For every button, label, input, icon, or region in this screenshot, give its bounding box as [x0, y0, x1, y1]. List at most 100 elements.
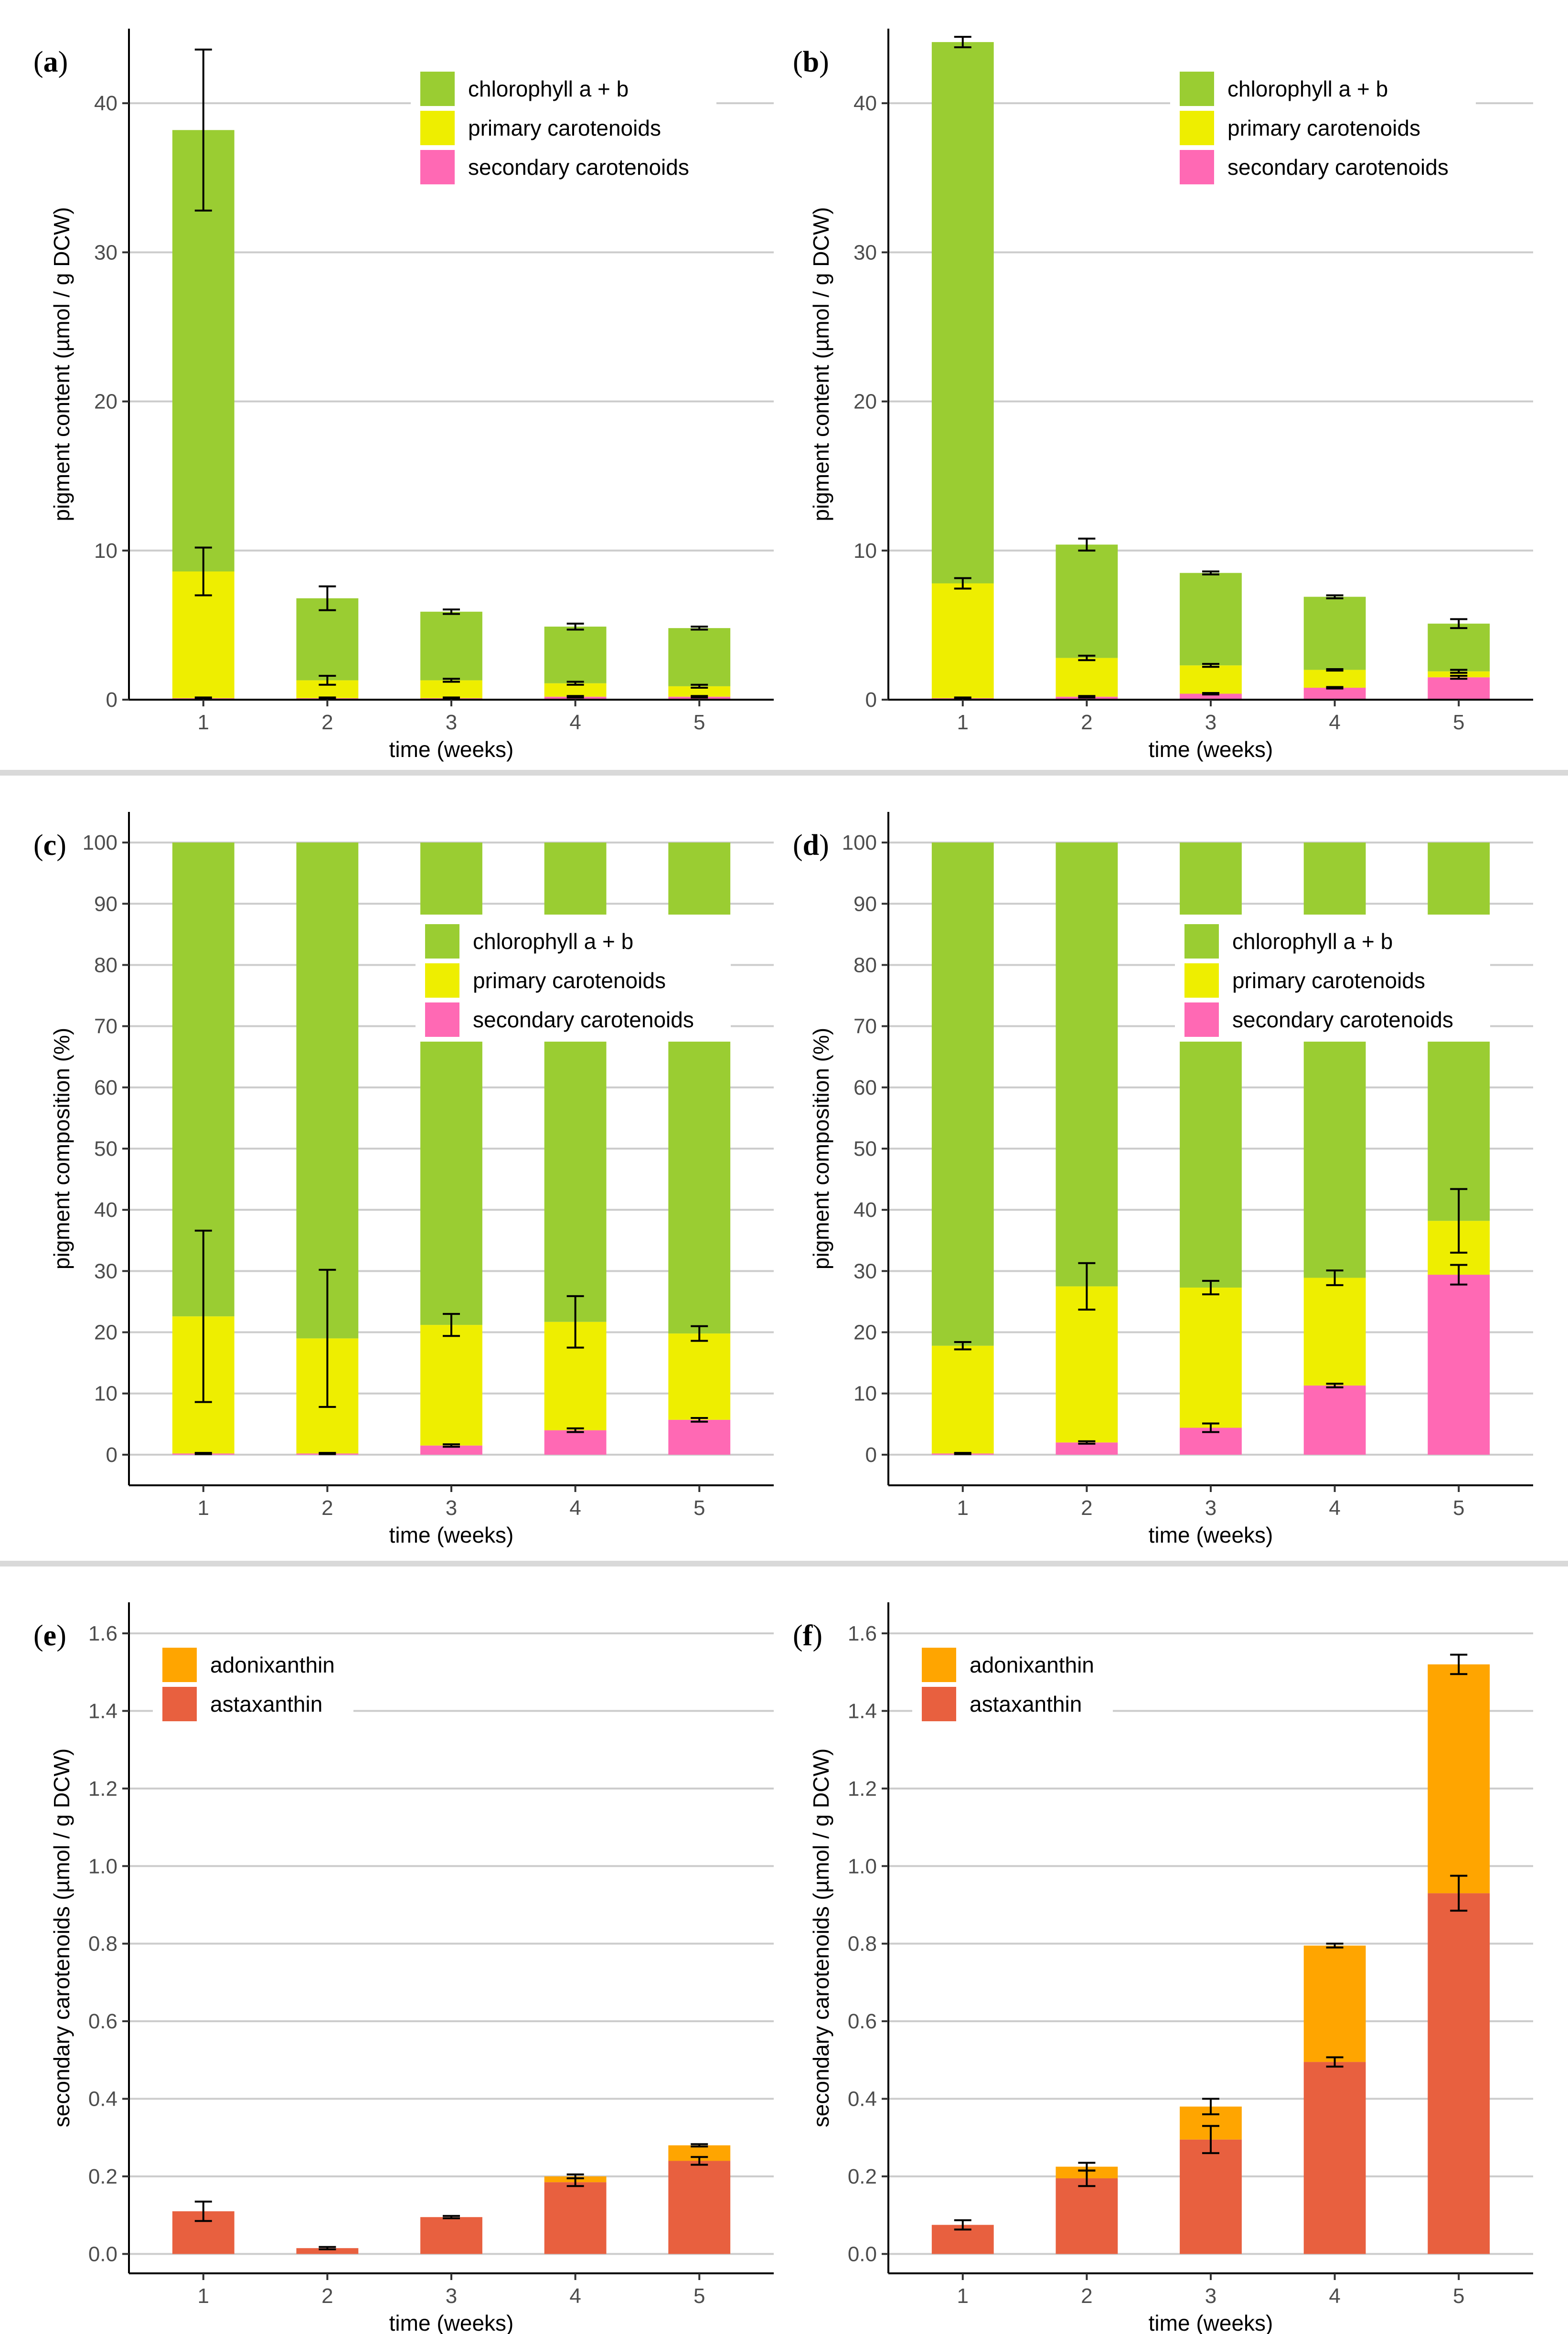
y-tick-label-c-30: 30	[94, 1259, 117, 1283]
legend-background	[416, 915, 731, 1042]
errorbar-b-primary-week-5	[1450, 669, 1468, 674]
y-tick-label-c-50: 50	[94, 1137, 117, 1161]
errorbar-a-primary-week-3	[443, 678, 460, 683]
errorbar-f-astaxanthin-week-4	[1326, 2056, 1344, 2068]
chart-panel-e: 0.0 0.2 0.4 0.6 0.8 1.0 1.2 1.4 1.6 1 2 3 4 5 time (we…	[33, 1602, 774, 2334]
bar-b-primary-week-1	[931, 583, 994, 698]
errorbar-c-secondary-week-3	[443, 1443, 460, 1448]
bar-e-astaxanthin-week-2	[296, 2248, 359, 2254]
errorbar-a-secondary-week-4	[566, 695, 584, 699]
x-tick-label-c-2: 2	[321, 1496, 333, 1520]
x-tick-label-c-3: 3	[446, 1496, 457, 1520]
bar-e-astaxanthin-week-5	[668, 2161, 731, 2254]
bar-d-primary-week-2	[1056, 1286, 1118, 1443]
y-tick-label-a-0: 0	[106, 688, 117, 712]
bar-d-primary-week-3	[1180, 1287, 1242, 1428]
y-tick-label-a-40: 40	[94, 92, 117, 115]
y-axis-title-d: pigment composition (%)	[809, 1028, 833, 1269]
y-tick-label-f-0.4: 0.4	[848, 2088, 877, 2111]
panel-label-d: (d)	[793, 829, 829, 862]
legend-b: chlorophyll a + b primary carotenoids seco…	[1170, 62, 1476, 189]
legend-swatch-primary	[1184, 963, 1219, 998]
bar-d-secondary-week-5	[1428, 1275, 1490, 1455]
legend-background	[1170, 62, 1476, 189]
y-tick-label-f-1.4: 1.4	[848, 1699, 877, 1723]
chart-panel-c: 0 10 20 30 40 50 60 70 80 90 100 1 2 3 4 5 time (weeks) p…	[33, 812, 774, 1547]
separator-top	[0, 770, 1568, 776]
legend-swatch-secondary	[1180, 150, 1214, 184]
errorbar-e-astaxanthin-week-5	[691, 2156, 708, 2166]
legend-label-chlorophyll: chlorophyll a + b	[473, 929, 633, 954]
x-tick-label-b-2: 2	[1081, 711, 1092, 734]
chart-panel-d: 0 10 20 30 40 50 60 70 80 90 100 1 2 3 4 5 time (weeks) p…	[793, 812, 1533, 1547]
x-tick-label-e-4: 4	[569, 2284, 581, 2308]
errorbar-a-primary-week-2	[319, 675, 336, 686]
errorbar-b-chlorophyll-week-1	[954, 36, 971, 49]
errorbar-d-primary-week-1	[954, 1341, 971, 1351]
x-tick-label-f-5: 5	[1453, 2284, 1464, 2308]
legend-swatch-secondary	[425, 1002, 459, 1037]
errorbar-b-primary-week-3	[1202, 663, 1219, 668]
legend-label-chlorophyll: chlorophyll a + b	[1232, 929, 1393, 954]
y-tick-label-f-0.6: 0.6	[848, 2010, 877, 2033]
y-tick-label-d-30: 30	[853, 1259, 877, 1283]
y-tick-label-f-1.0: 1.0	[848, 1854, 877, 1878]
bar-b-chlorophyll-week-2	[1056, 544, 1118, 658]
errorbar-c-secondary-week-5	[691, 1417, 708, 1423]
legend-e: adonixanthin astaxanthin	[153, 1638, 353, 1726]
y-tick-label-a-20: 20	[94, 390, 117, 414]
y-tick-label-d-40: 40	[853, 1198, 877, 1222]
x-tick-label-d-5: 5	[1453, 1496, 1464, 1520]
bar-f-astaxanthin-week-3	[1180, 2139, 1242, 2254]
bar-c-chlorophyll-week-4	[544, 842, 607, 1322]
legend-label-adonixanthin: adonixanthin	[970, 1652, 1094, 1677]
bar-d-secondary-week-4	[1303, 1385, 1366, 1455]
legend-swatch-chlorophyll	[425, 924, 459, 959]
y-tick-label-c-60: 60	[94, 1076, 117, 1099]
bar-f-adonixanthin-week-5	[1428, 1664, 1490, 1894]
y-tick-label-e-1.0: 1.0	[88, 1854, 117, 1878]
bar-b-chlorophyll-week-1	[931, 42, 994, 584]
bar-e-astaxanthin-week-3	[420, 2217, 482, 2254]
x-tick-label-a-5: 5	[693, 711, 705, 734]
y-tick-label-c-90: 90	[94, 892, 117, 916]
y-tick-label-e-1.4: 1.4	[88, 1699, 117, 1723]
errorbar-b-secondary-week-4	[1326, 686, 1344, 690]
errorbar-c-secondary-week-4	[566, 1427, 584, 1433]
bar-b-secondary-week-4	[1303, 688, 1366, 700]
errorbar-f-adonixanthin-week-2	[1078, 2162, 1096, 2172]
legend-swatch-chlorophyll	[1184, 924, 1219, 959]
y-tick-label-f-1.6: 1.6	[848, 1622, 877, 1645]
errorbar-b-primary-week-4	[1326, 668, 1344, 672]
errorbar-c-primary-week-5	[691, 1325, 708, 1342]
errorbar-a-secondary-week-2	[319, 696, 336, 700]
y-tick-label-a-10: 10	[94, 539, 117, 563]
bar-d-chlorophyll-week-1	[931, 842, 994, 1346]
bar-c-secondary-week-3	[420, 1445, 482, 1455]
legend-swatch-astaxanthin	[162, 1687, 197, 1721]
y-axis-title-c: pigment composition (%)	[49, 1028, 74, 1269]
x-tick-label-a-3: 3	[446, 711, 457, 734]
chart-panel-f: 0.0 0.2 0.4 0.6 0.8 1.0 1.2 1.4 1.6 1 2 3 4 5 time (we…	[793, 1602, 1533, 2334]
legend-label-chlorophyll: chlorophyll a + b	[1227, 76, 1388, 101]
y-tick-label-d-20: 20	[853, 1321, 877, 1344]
errorbar-d-secondary-week-3	[1202, 1422, 1219, 1433]
legend-swatch-secondary	[420, 150, 455, 184]
errorbar-b-primary-week-1	[954, 577, 971, 590]
x-tick-label-b-5: 5	[1453, 711, 1464, 734]
x-tick-label-f-3: 3	[1205, 2284, 1216, 2308]
errorbar-a-primary-week-5	[691, 683, 708, 689]
x-tick-label-e-1: 1	[198, 2284, 209, 2308]
y-tick-label-b-30: 30	[853, 241, 877, 264]
errorbar-d-secondary-week-4	[1326, 1383, 1344, 1388]
y-axis-title-b: pigment content (µmol / g DCW)	[809, 207, 833, 522]
x-tick-label-e-2: 2	[321, 2284, 333, 2308]
legend-label-primary: primary carotenoids	[1227, 116, 1420, 140]
legend-swatch-secondary	[1184, 1002, 1219, 1037]
bar-b-primary-week-4	[1303, 670, 1366, 688]
y-tick-label-c-20: 20	[94, 1321, 117, 1344]
y-tick-label-e-0.6: 0.6	[88, 2010, 117, 2033]
panel-label-c: (c)	[33, 829, 66, 862]
bar-a-primary-week-5	[668, 686, 731, 697]
